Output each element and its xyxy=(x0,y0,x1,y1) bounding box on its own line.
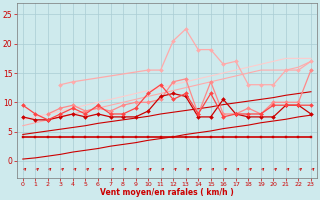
X-axis label: Vent moyen/en rafales ( km/h ): Vent moyen/en rafales ( km/h ) xyxy=(100,188,234,197)
